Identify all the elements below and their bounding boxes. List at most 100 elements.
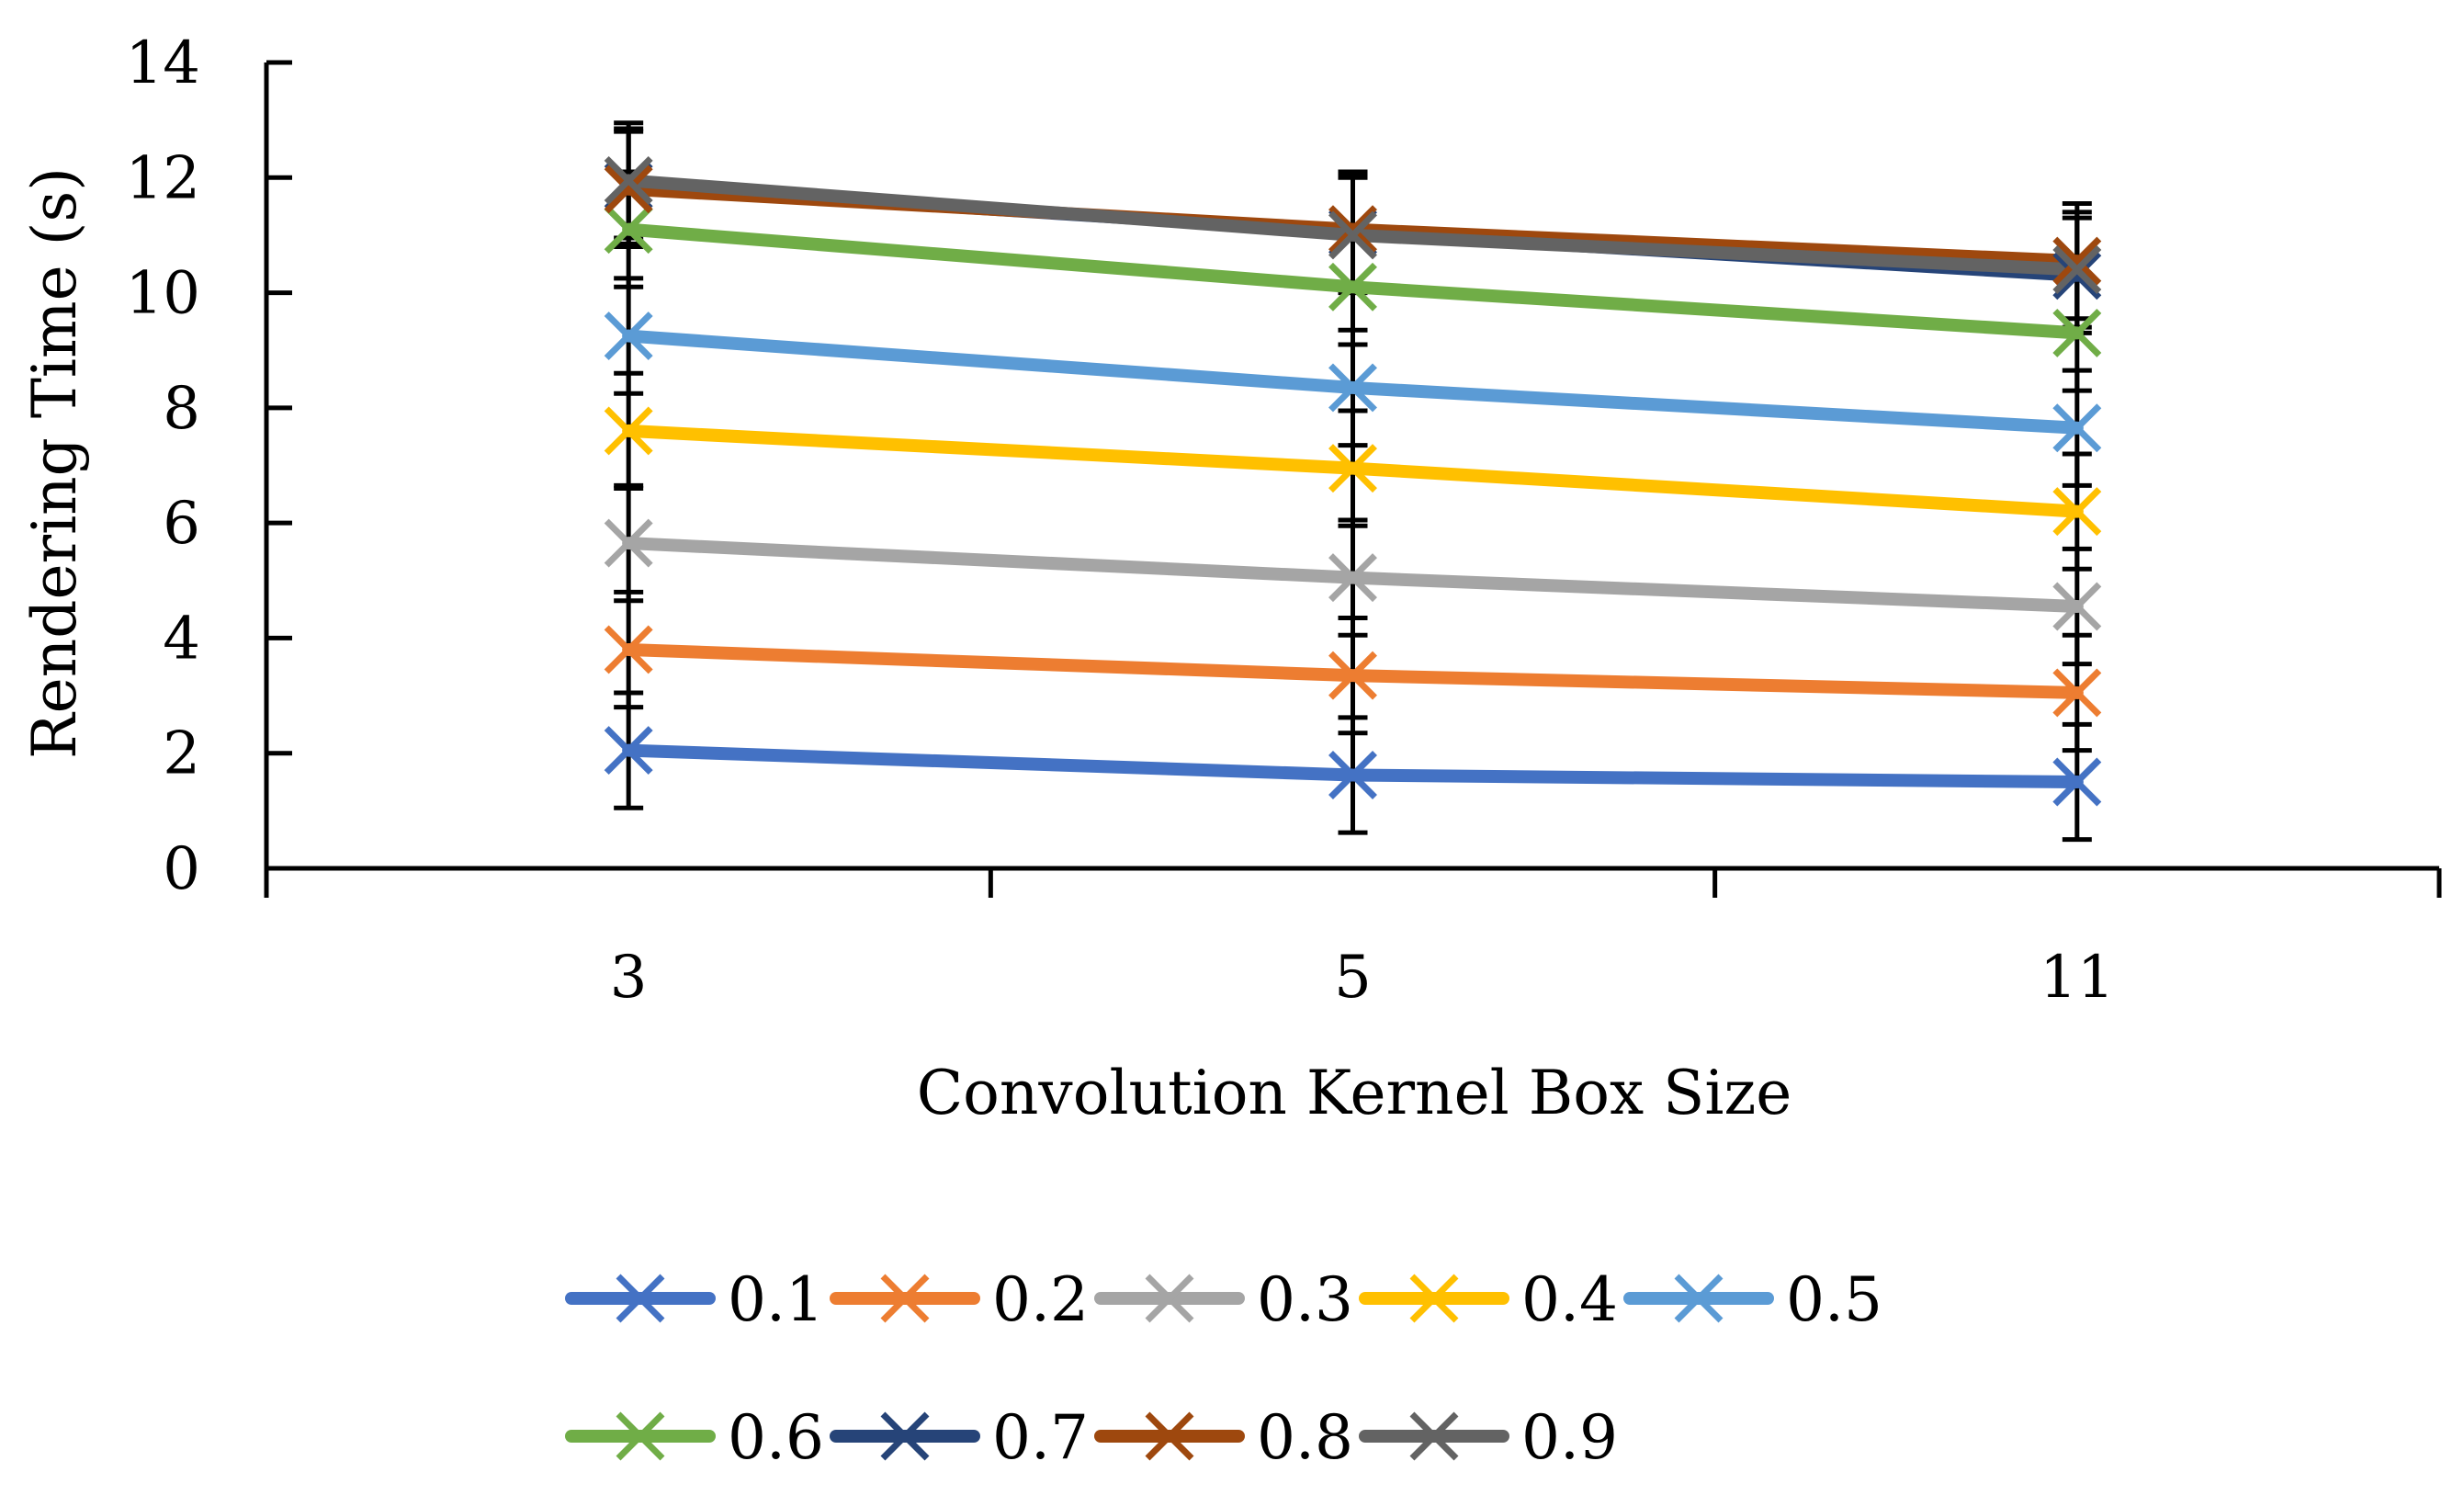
- marker-stroke: [1328, 751, 1377, 799]
- y-tick-label: 14: [126, 29, 200, 97]
- legend-label: 0.7: [992, 1402, 1089, 1473]
- legend-marker: [1145, 1411, 1194, 1461]
- y-tick-label: 10: [126, 260, 200, 328]
- legend-label: 0.2: [992, 1264, 1089, 1335]
- data-point-0.2: [604, 625, 653, 674]
- data-point-0.3: [2052, 582, 2102, 631]
- marker-stroke: [2052, 757, 2102, 807]
- y-tick-label: 8: [163, 375, 200, 443]
- legend-marker: [616, 1274, 665, 1323]
- marker-stroke: [604, 518, 653, 568]
- marker-stroke: [2052, 245, 2102, 294]
- data-point-0.6: [1328, 262, 1377, 311]
- legend-label: 0.9: [1521, 1402, 1618, 1473]
- marker-stroke: [1328, 553, 1377, 603]
- x-tick-label: 5: [1334, 944, 1372, 1012]
- legend-label: 0.8: [1257, 1402, 1353, 1473]
- legend-item-0.4: 0.4: [1359, 1264, 1618, 1335]
- y-tick-label: 12: [126, 144, 200, 212]
- legend-item-0.8: 0.8: [1094, 1402, 1353, 1473]
- legend-marker: [1145, 1274, 1194, 1323]
- marker-stroke: [1328, 262, 1377, 311]
- marker-stroke: [2052, 308, 2102, 357]
- data-point-0.6: [604, 205, 653, 255]
- y-tick-label: 2: [163, 720, 200, 788]
- marker-stroke: [1328, 210, 1377, 260]
- y-tick-label: 6: [163, 490, 200, 558]
- data-point-0.2: [1328, 651, 1377, 700]
- legend-label: 0.4: [1521, 1264, 1618, 1335]
- legend-item-0.5: 0.5: [1623, 1264, 1882, 1335]
- chart-axes: 0 2 4 6 8 10 12 14 3 5 11: [126, 29, 2442, 1012]
- marker-stroke: [1328, 444, 1377, 493]
- data-point-0.1: [2052, 757, 2102, 807]
- data-point-0.5: [2052, 403, 2102, 453]
- y-tick-label: 4: [163, 605, 200, 673]
- legend-label: 0.5: [1786, 1264, 1882, 1335]
- series-markers: [604, 155, 2102, 807]
- marker-stroke: [604, 726, 653, 776]
- legend-item-0.1: 0.1: [565, 1264, 824, 1335]
- marker-stroke: [1328, 651, 1377, 700]
- legend-marker: [616, 1411, 665, 1461]
- marker-stroke: [604, 205, 653, 255]
- legend-item-0.9: 0.9: [1359, 1402, 1618, 1473]
- legend-item-0.7: 0.7: [830, 1402, 1089, 1473]
- marker-stroke: [616, 1411, 665, 1461]
- marker-stroke: [604, 406, 653, 456]
- data-point-0.9: [1328, 210, 1377, 260]
- data-point-0.2: [2052, 668, 2102, 718]
- marker-stroke: [2052, 582, 2102, 631]
- legend-label: 0.1: [728, 1264, 824, 1335]
- marker-stroke: [616, 1274, 665, 1323]
- data-point-0.8: [1328, 205, 1377, 255]
- data-point-0.8: [2052, 236, 2102, 286]
- marker-stroke: [2052, 403, 2102, 453]
- marker-stroke: [2052, 668, 2102, 718]
- marker-stroke: [1145, 1411, 1194, 1461]
- marker-stroke: [604, 311, 653, 361]
- marker-stroke: [604, 625, 653, 674]
- legend-item-0.3: 0.3: [1094, 1264, 1353, 1335]
- data-point-0.5: [604, 311, 653, 361]
- legend-item-0.6: 0.6: [565, 1402, 824, 1473]
- data-point-0.7: [2052, 251, 2102, 300]
- marker-stroke: [1409, 1274, 1459, 1323]
- legend-marker: [1409, 1411, 1459, 1461]
- legend-marker: [1674, 1274, 1724, 1323]
- legend-label: 0.6: [728, 1402, 824, 1473]
- data-point-0.4: [2052, 487, 2102, 537]
- x-tick-label: 3: [610, 944, 648, 1012]
- data-point-0.6: [2052, 308, 2102, 357]
- x-tick-label: 11: [2040, 944, 2114, 1012]
- marker-stroke: [880, 1274, 930, 1323]
- marker-stroke: [880, 1411, 930, 1461]
- marker-stroke: [1328, 205, 1377, 255]
- chart-legend: 0.1 0.2 0.3 0.4 0.5 0.6 0.7 0.8 0.9: [565, 1264, 1882, 1473]
- legend-marker: [880, 1274, 930, 1323]
- marker-stroke: [1328, 363, 1377, 413]
- data-point-0.3: [604, 518, 653, 568]
- legend-item-0.2: 0.2: [830, 1264, 1089, 1335]
- data-point-0.1: [604, 726, 653, 776]
- marker-stroke: [2052, 487, 2102, 537]
- data-point-0.8: [604, 164, 653, 214]
- legend-marker: [1409, 1274, 1459, 1323]
- data-point-0.5: [1328, 363, 1377, 413]
- marker-stroke: [1674, 1274, 1724, 1323]
- data-point-0.3: [1328, 553, 1377, 603]
- y-tick-label: 0: [163, 835, 200, 903]
- marker-stroke: [1409, 1411, 1459, 1461]
- marker-stroke: [604, 155, 653, 205]
- x-axis-title: Convolution Kernel Box Size: [917, 1058, 1792, 1128]
- marker-stroke: [1145, 1274, 1194, 1323]
- y-axis-title: Rendering Time (s): [19, 167, 90, 759]
- legend-marker: [880, 1411, 930, 1461]
- data-point-0.4: [604, 406, 653, 456]
- data-point-0.1: [1328, 751, 1377, 799]
- legend-label: 0.3: [1257, 1264, 1353, 1335]
- marker-stroke: [2052, 236, 2102, 286]
- data-point-0.9: [2052, 245, 2102, 294]
- marker-stroke: [604, 164, 653, 214]
